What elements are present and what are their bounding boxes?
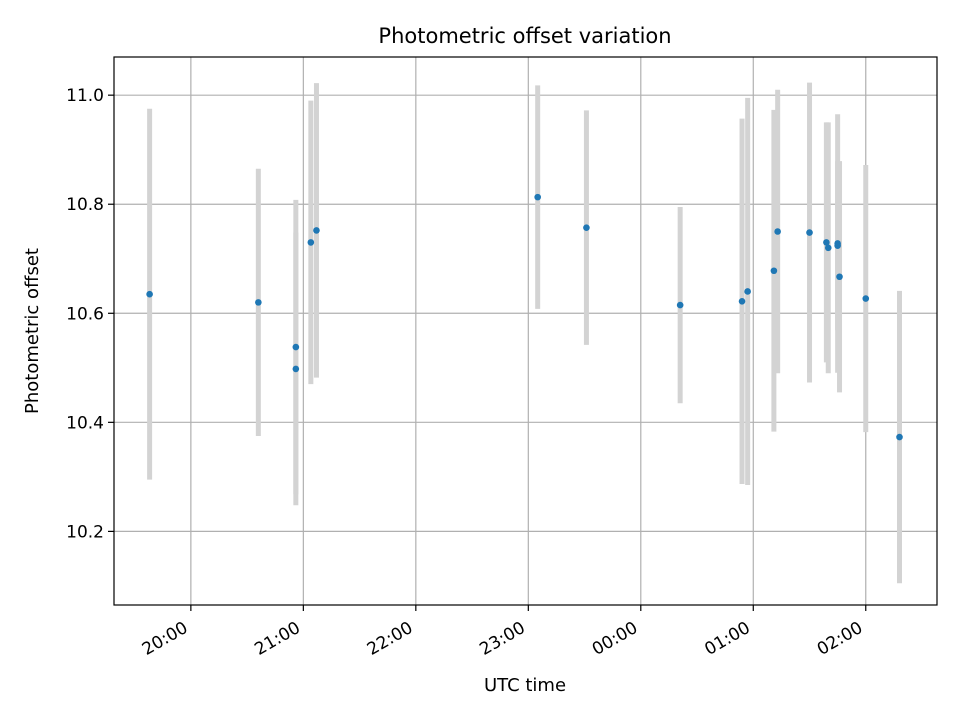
- data-point: [676, 301, 684, 309]
- data-point: [307, 239, 315, 246]
- y-axis-ticks: 10.2 10.4 10.6 10.8 11.0: [66, 86, 114, 542]
- plot-area-background: [114, 57, 937, 605]
- data-point: [836, 273, 843, 281]
- data-point: [770, 267, 778, 275]
- data-point: [292, 343, 300, 351]
- y-tick-label: 10.2: [66, 522, 104, 542]
- data-point: [862, 295, 870, 302]
- y-tick-label: 11.0: [66, 86, 104, 106]
- data-point: [823, 239, 830, 246]
- data-point: [896, 433, 903, 441]
- data-point: [313, 227, 320, 234]
- data-point: [292, 365, 300, 373]
- chart-title: Photometric offset variation: [378, 24, 671, 48]
- data-point: [774, 228, 781, 235]
- data-point: [806, 229, 813, 236]
- data-point: [744, 288, 751, 295]
- plot-frame: [113, 56, 938, 606]
- data-point: [824, 244, 832, 252]
- grid: [114, 57, 937, 605]
- data-point: [583, 224, 590, 231]
- x-axis-title: UTC time: [484, 675, 566, 696]
- y-tick-label: 10.8: [66, 195, 104, 215]
- y-axis-title: Photometric offset: [22, 248, 43, 414]
- data-point: [534, 193, 541, 201]
- data-point: [738, 297, 746, 305]
- data-point: [834, 242, 841, 249]
- data-point: [255, 299, 262, 306]
- y-tick-label: 10.4: [66, 413, 104, 433]
- data-points: [146, 193, 903, 441]
- data-point: [146, 290, 153, 298]
- y-tick-label: 10.6: [66, 304, 104, 324]
